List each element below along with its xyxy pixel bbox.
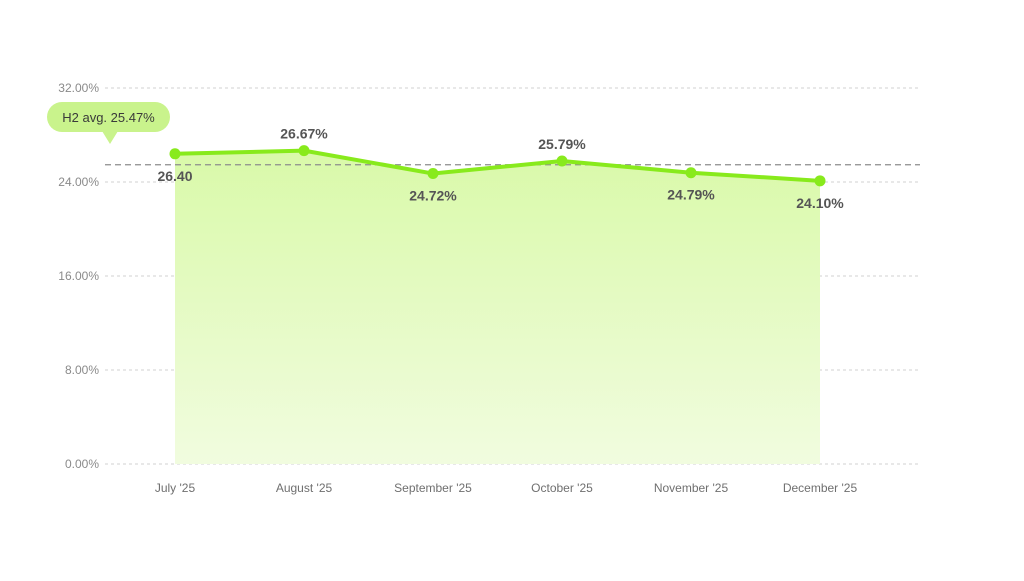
data-label: 24.10% bbox=[796, 195, 844, 211]
y-tick-label: 16.00% bbox=[58, 269, 99, 283]
data-point bbox=[298, 145, 310, 157]
data-label: 24.79% bbox=[667, 187, 715, 203]
data-point bbox=[556, 155, 568, 167]
x-tick-label: July '25 bbox=[155, 481, 196, 495]
y-tick-label: 8.00% bbox=[65, 363, 99, 377]
average-callout-pointer bbox=[102, 131, 118, 144]
label-layer: 26.40 26.67% 24.72% 25.79% 24.79% 24.10% bbox=[157, 126, 844, 211]
area-layer bbox=[175, 150, 820, 464]
series-line bbox=[173, 148, 822, 183]
data-point bbox=[685, 167, 697, 179]
data-point bbox=[814, 175, 826, 187]
y-tick-label: 24.00% bbox=[58, 175, 99, 189]
y-tick-label: 0.00% bbox=[65, 457, 99, 471]
average-callout-bubble bbox=[47, 102, 170, 132]
y-tick-label: 32.00% bbox=[58, 81, 99, 95]
data-point bbox=[427, 168, 439, 180]
x-tick-label: September '25 bbox=[394, 481, 472, 495]
x-tick-label: October '25 bbox=[531, 481, 593, 495]
series-area bbox=[175, 150, 820, 464]
x-tick-label: August '25 bbox=[276, 481, 333, 495]
data-label: 26.67% bbox=[280, 126, 328, 142]
data-label: 24.72% bbox=[409, 188, 457, 204]
x-tick-label: November '25 bbox=[654, 481, 729, 495]
data-label: 26.40 bbox=[157, 168, 192, 184]
average-label: H2 avg. 25.47% bbox=[62, 110, 155, 125]
data-point bbox=[169, 148, 181, 160]
line-layer bbox=[169, 145, 826, 187]
average-callout: H2 avg. 25.47% bbox=[47, 102, 170, 144]
data-label: 25.79% bbox=[538, 136, 586, 152]
x-tick-label: December '25 bbox=[783, 481, 858, 495]
